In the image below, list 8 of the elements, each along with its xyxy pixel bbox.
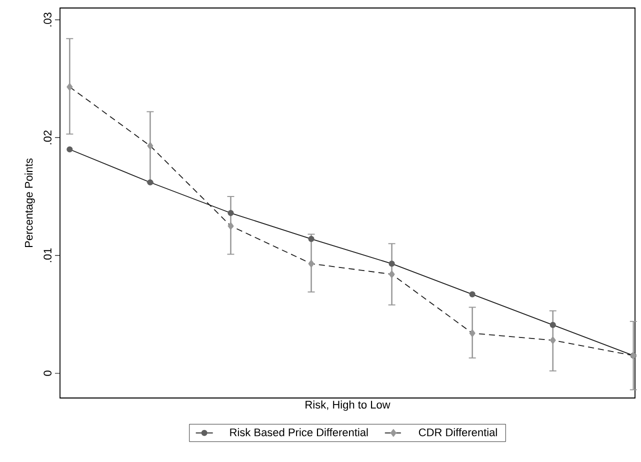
y-tick-label: .01: [44, 248, 52, 262]
y-tick-label: .03: [44, 12, 52, 26]
y-tick-label: .02: [44, 130, 52, 144]
y-axis-title: Percentage Points: [24, 158, 35, 248]
y-tick-label: 0: [44, 370, 52, 376]
legend-label: Risk Based Price Differential: [230, 428, 368, 436]
legend-label: CDR Differential: [418, 428, 497, 436]
x-axis-title: Risk, High to Low: [306, 400, 390, 411]
